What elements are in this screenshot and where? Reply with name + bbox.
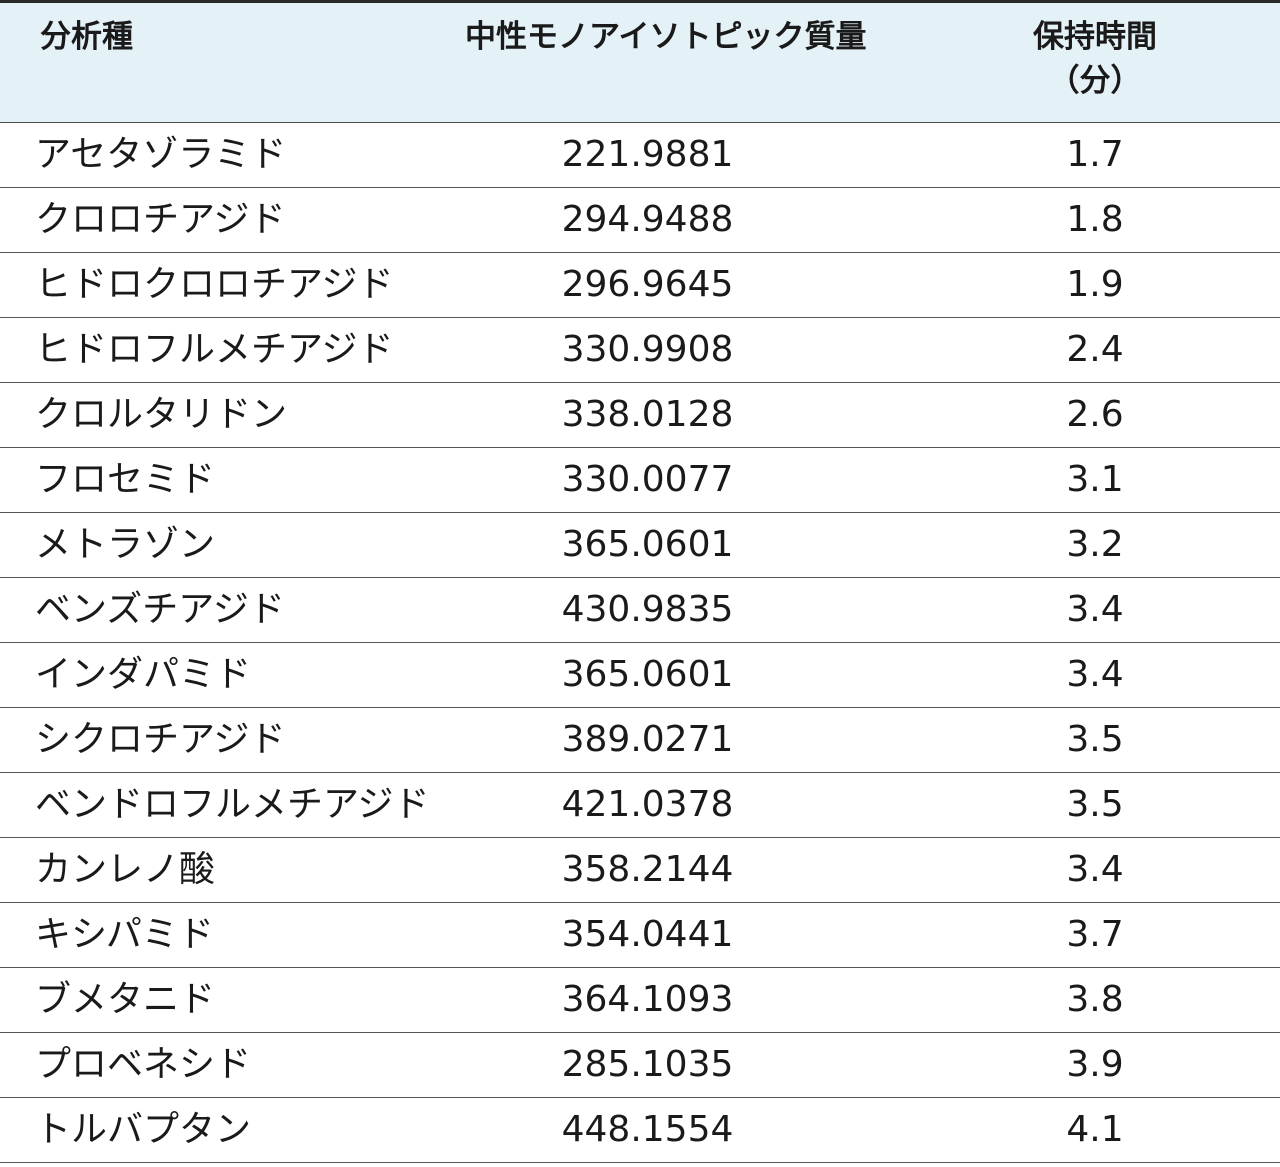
table-header: 分析種 中性モノアイソトピック質量 保持時間 （分） <box>0 3 1280 123</box>
mass-value: 294.9488 <box>561 199 734 240</box>
mass-value: 430.9835 <box>561 589 734 630</box>
table-row: クロルタリドン 338.0128 2.6 <box>0 383 1280 448</box>
table-row: ブメタニド 364.1093 3.8 <box>0 968 1280 1033</box>
header-mass: 中性モノアイソトピック質量 <box>465 19 867 55</box>
analyte-name: キシパミド <box>35 914 214 955</box>
retention-time-value: 1.8 <box>1066 199 1124 240</box>
retention-time-value: 3.2 <box>1066 524 1124 565</box>
retention-time-value: 3.1 <box>1066 459 1124 500</box>
retention-time-value: 1.9 <box>1066 264 1124 305</box>
retention-time-value: 3.4 <box>1066 849 1124 890</box>
retention-time-value: 2.4 <box>1066 329 1124 370</box>
table-row: メトラゾン 365.0601 3.2 <box>0 513 1280 578</box>
mass-value: 221.9881 <box>561 134 734 175</box>
analyte-name: トルバプタン <box>35 1109 252 1150</box>
header-retention-time-line2: （分） <box>1048 63 1142 99</box>
header-retention-time: 保持時間 （分） <box>1010 15 1180 103</box>
table-row: ベンズチアジド 430.9835 3.4 <box>0 578 1280 643</box>
analyte-name: フロセミド <box>35 459 216 500</box>
table-row: キシパミド 354.0441 3.7 <box>0 903 1280 968</box>
mass-value: 330.9908 <box>561 329 734 370</box>
mass-value: 365.0601 <box>561 524 734 565</box>
table-row: ヒドロフルメチアジド 330.9908 2.4 <box>0 318 1280 383</box>
mass-value: 358.2144 <box>561 849 734 890</box>
analyte-name: プロベネシド <box>35 1044 252 1085</box>
retention-time-value: 1.7 <box>1066 134 1124 175</box>
analyte-name: カンレノ酸 <box>35 849 216 890</box>
mass-value: 364.1093 <box>561 979 734 1020</box>
mass-value: 338.0128 <box>561 394 734 435</box>
mass-value: 285.1035 <box>561 1044 734 1085</box>
mass-value: 330.0077 <box>561 459 734 500</box>
retention-time-value: 3.7 <box>1066 914 1124 955</box>
mass-value: 296.9645 <box>561 264 734 305</box>
analyte-name: ヒドロフルメチアジド <box>35 329 394 370</box>
table-row: クロロチアジド 294.9488 1.8 <box>0 188 1280 253</box>
retention-time-value: 2.6 <box>1066 394 1124 435</box>
retention-time-value: 3.4 <box>1066 589 1124 630</box>
analyte-name: ヒドロクロロチアジド <box>35 264 394 305</box>
header-analyte: 分析種 <box>40 19 133 55</box>
table-row: フロセミド 330.0077 3.1 <box>0 448 1280 513</box>
mass-value: 448.1554 <box>561 1109 734 1150</box>
retention-time-value: 3.9 <box>1066 1044 1124 1085</box>
analyte-name: ベンズチアジド <box>35 589 285 630</box>
table-row: ベンドロフルメチアジド 421.0378 3.5 <box>0 773 1280 838</box>
mass-value: 365.0601 <box>561 654 734 695</box>
mass-value: 389.0271 <box>561 719 734 760</box>
table-row: カンレノ酸 358.2144 3.4 <box>0 838 1280 903</box>
analyte-name: シクロチアジド <box>35 719 286 760</box>
header-retention-time-line1: 保持時間 <box>1033 19 1157 55</box>
analyte-name: クロルタリドン <box>35 394 288 435</box>
retention-time-value: 3.5 <box>1066 719 1124 760</box>
table-row: インダパミド 365.0601 3.4 <box>0 643 1280 708</box>
analyte-name: クロロチアジド <box>35 199 286 240</box>
retention-time-value: 3.4 <box>1066 654 1124 695</box>
top-rule <box>0 0 1280 3</box>
retention-time-value: 3.5 <box>1066 784 1124 825</box>
table-row: シクロチアジド 389.0271 3.5 <box>0 708 1280 773</box>
table-row: アセタゾラミド 221.9881 1.7 <box>0 123 1280 188</box>
analyte-name: アセタゾラミド <box>35 134 287 175</box>
analyte-name: ベンドロフルメチアジド <box>35 784 430 825</box>
analyte-name: ブメタニド <box>35 979 216 1020</box>
analyte-name: インダパミド <box>35 654 252 695</box>
mass-value: 421.0378 <box>561 784 734 825</box>
retention-time-value: 4.1 <box>1066 1109 1124 1150</box>
table-body: アセタゾラミド 221.9881 1.7 クロロチアジド 294.9488 1.… <box>0 123 1280 1163</box>
retention-time-value: 3.8 <box>1066 979 1124 1020</box>
table-row: トルバプタン 448.1554 4.1 <box>0 1098 1280 1163</box>
analyte-name: メトラゾン <box>35 524 216 565</box>
mass-value: 354.0441 <box>561 914 734 955</box>
table-row: プロベネシド 285.1035 3.9 <box>0 1033 1280 1098</box>
table-row: ヒドロクロロチアジド 296.9645 1.9 <box>0 253 1280 318</box>
